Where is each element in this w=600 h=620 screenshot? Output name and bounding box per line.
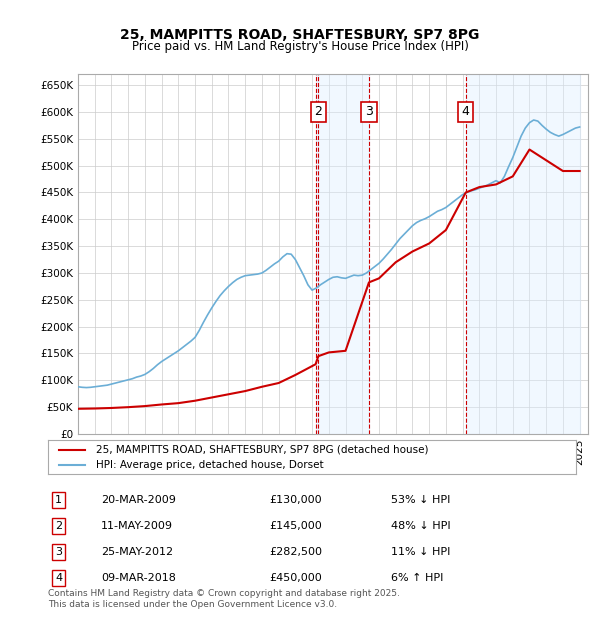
Text: 2: 2 (314, 105, 322, 118)
Text: 25-MAY-2012: 25-MAY-2012 (101, 547, 173, 557)
Text: 3: 3 (55, 547, 62, 557)
Text: 3: 3 (365, 105, 373, 118)
Text: £130,000: £130,000 (270, 495, 322, 505)
Text: 53% ↓ HPI: 53% ↓ HPI (391, 495, 451, 505)
Text: 11-MAY-2009: 11-MAY-2009 (101, 521, 173, 531)
Text: 25, MAMPITTS ROAD, SHAFTESBURY, SP7 8PG: 25, MAMPITTS ROAD, SHAFTESBURY, SP7 8PG (121, 28, 479, 42)
Text: 11% ↓ HPI: 11% ↓ HPI (391, 547, 451, 557)
Text: 2: 2 (55, 521, 62, 531)
Text: HPI: Average price, detached house, Dorset: HPI: Average price, detached house, Dors… (95, 460, 323, 470)
Text: 6% ↑ HPI: 6% ↑ HPI (391, 573, 443, 583)
Text: 48% ↓ HPI: 48% ↓ HPI (391, 521, 451, 531)
Text: 1: 1 (55, 495, 62, 505)
Text: £145,000: £145,000 (270, 521, 323, 531)
Text: 20-MAR-2009: 20-MAR-2009 (101, 495, 176, 505)
Text: 25, MAMPITTS ROAD, SHAFTESBURY, SP7 8PG (detached house): 25, MAMPITTS ROAD, SHAFTESBURY, SP7 8PG … (95, 445, 428, 454)
Text: 09-MAR-2018: 09-MAR-2018 (101, 573, 176, 583)
Text: £282,500: £282,500 (270, 547, 323, 557)
Text: 4: 4 (55, 573, 62, 583)
Text: 4: 4 (462, 105, 470, 118)
Bar (466, 74, 580, 434)
Bar (318, 74, 369, 434)
Text: £450,000: £450,000 (270, 573, 323, 583)
Text: Contains HM Land Registry data © Crown copyright and database right 2025.
This d: Contains HM Land Registry data © Crown c… (48, 590, 400, 609)
Text: Price paid vs. HM Land Registry's House Price Index (HPI): Price paid vs. HM Land Registry's House … (131, 40, 469, 53)
Bar (316, 74, 318, 434)
